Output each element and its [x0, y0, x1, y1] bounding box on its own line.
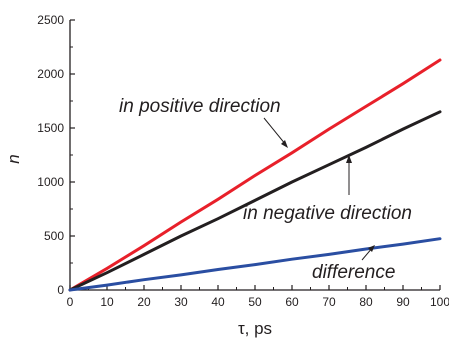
- annotation-negative: in negative direction: [243, 203, 412, 224]
- x-tick-label: 100: [430, 295, 449, 309]
- arrowhead-difference: [368, 245, 375, 252]
- annotation-difference: difference: [312, 262, 395, 283]
- x-tick-label: 60: [285, 295, 299, 309]
- x-tick-label: 20: [137, 295, 151, 309]
- x-tick-label: 0: [67, 295, 74, 309]
- x-tick-label: 40: [211, 295, 225, 309]
- arrowhead-positive: [281, 140, 288, 148]
- y-tick-label: 0: [57, 283, 64, 297]
- x-tick-label: 50: [248, 295, 262, 309]
- plot-area: 0 10 20 30 40 50 60 70 80 90 100050010001500200025…: [37, 13, 449, 309]
- x-tick-label: 90: [396, 295, 410, 309]
- axis-ticks: 0 10 20 30 40 50 60 70 80 90 100050010001500200025…: [37, 13, 449, 309]
- annotation-arrow-positive: [263, 117, 287, 146]
- series-line-positive: [68, 58, 442, 292]
- x-tick-label: 70: [322, 295, 336, 309]
- y-tick-label: 2500: [37, 13, 64, 27]
- y-tick-label: 500: [44, 229, 64, 243]
- x-tick-label: 80: [359, 295, 373, 309]
- annotations: in positive direction in negative direct…: [119, 96, 412, 283]
- y-tick-label: 1500: [37, 121, 64, 135]
- series-line-negative: [68, 110, 442, 292]
- x-tick-label: 30: [174, 295, 188, 309]
- x-tick-label: 10: [100, 295, 114, 309]
- series-line-difference: [68, 237, 442, 292]
- x-axis-title: τ, ps: [238, 319, 272, 338]
- y-tick-label: 1000: [37, 175, 64, 189]
- arrowhead-negative: [346, 155, 352, 163]
- y-axis-title: n: [4, 154, 23, 163]
- series-lines: [68, 58, 442, 292]
- y-tick-label: 2000: [37, 67, 64, 81]
- annotation-positive: in positive direction: [119, 96, 281, 117]
